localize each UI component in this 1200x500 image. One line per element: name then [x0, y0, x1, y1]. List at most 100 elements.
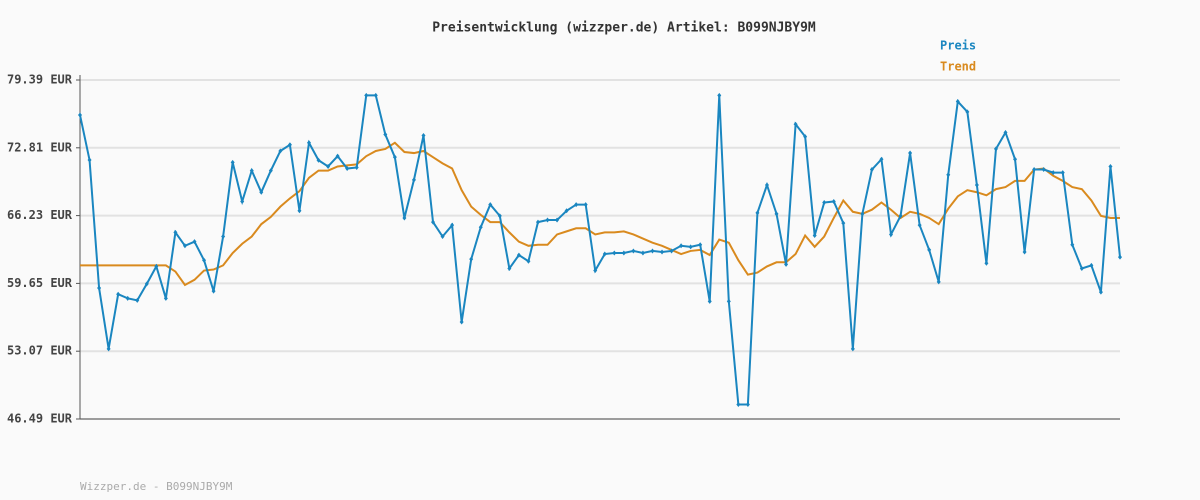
point-marker [936, 279, 941, 285]
point-marker [78, 112, 82, 118]
y-tick-label: 59.65 EUR [7, 276, 73, 290]
point-marker [574, 202, 579, 208]
point-marker [545, 217, 550, 223]
chart-title: Preisentwicklung (wizzper.de) Artikel: B… [432, 21, 816, 36]
point-marker [993, 146, 998, 152]
point-marker [764, 182, 769, 188]
point-marker [431, 219, 436, 225]
point-marker [650, 248, 655, 254]
series-line [79, 94, 1121, 406]
point-marker [669, 248, 674, 254]
point-marker [812, 232, 817, 238]
point-marker [163, 295, 168, 301]
point-marker [803, 134, 808, 140]
point-marker [974, 182, 979, 188]
point-marker [535, 219, 540, 225]
point-marker [736, 401, 741, 407]
point-marker [898, 213, 903, 219]
point-marker [278, 148, 283, 154]
point-marker [593, 268, 598, 274]
point-marker [755, 210, 760, 216]
point-marker [946, 172, 951, 178]
point-marker [1041, 167, 1046, 173]
point-marker [831, 198, 836, 204]
point-marker [144, 281, 149, 287]
point-marker [822, 200, 827, 206]
point-marker [602, 251, 607, 257]
series-line [80, 141, 1120, 287]
point-marker [621, 250, 626, 256]
point-marker [784, 261, 789, 267]
point-marker [955, 99, 960, 105]
point-marker [850, 346, 855, 352]
legend-entry: Preis [940, 39, 976, 53]
y-tick-label: 53.07 EUR [7, 344, 73, 358]
point-marker [1003, 129, 1008, 135]
point-marker [297, 208, 302, 214]
point-marker [908, 150, 913, 156]
point-marker [793, 121, 798, 127]
point-marker [345, 166, 350, 172]
point-marker [688, 244, 693, 250]
point-marker [125, 295, 130, 301]
point-marker [1089, 262, 1094, 268]
point-marker [116, 291, 121, 297]
point-marker [917, 222, 922, 228]
point-marker [364, 92, 369, 98]
point-marker [488, 202, 493, 208]
point-marker [679, 243, 684, 249]
point-marker [249, 168, 254, 174]
point-marker [392, 154, 397, 160]
point-marker [1032, 167, 1037, 173]
footer: Wizzper.de - B099NJBY9M [80, 480, 233, 493]
point-marker [268, 168, 273, 174]
point-marker [106, 346, 111, 352]
point-marker [221, 234, 226, 240]
point-marker [469, 256, 474, 262]
point-marker [230, 159, 235, 165]
point-marker [440, 234, 445, 240]
y-tick-label: 66.23 EUR [7, 208, 73, 222]
point-marker [774, 211, 779, 217]
point-marker [889, 231, 894, 237]
point-marker [497, 213, 502, 219]
point-marker [555, 217, 560, 223]
point-marker [860, 211, 865, 217]
point-marker [326, 163, 331, 169]
point-marker [564, 208, 569, 214]
point-marker [259, 189, 264, 195]
point-marker [507, 265, 512, 271]
point-marker [1079, 265, 1084, 271]
point-marker [745, 401, 750, 407]
point-marker [1098, 289, 1103, 295]
point-marker [478, 224, 483, 230]
point-marker [841, 220, 846, 226]
point-marker [421, 133, 426, 139]
point-marker [726, 298, 731, 304]
point-marker [660, 249, 665, 255]
point-marker [1070, 242, 1075, 248]
point-marker [306, 140, 311, 146]
point-marker [526, 258, 531, 264]
y-tick-label: 46.49 EUR [7, 412, 73, 426]
point-marker [450, 222, 455, 228]
legend-entry: Trend [940, 60, 976, 74]
point-marker [97, 285, 102, 291]
point-marker [202, 257, 207, 263]
point-marker [354, 164, 359, 170]
point-marker [373, 92, 378, 98]
point-marker [87, 157, 92, 163]
point-marker [182, 243, 187, 249]
point-marker [1022, 249, 1027, 255]
point-marker [640, 250, 645, 256]
point-marker [869, 167, 874, 173]
point-marker [927, 247, 932, 253]
point-marker [287, 142, 292, 148]
point-marker [717, 92, 722, 98]
point-marker [154, 263, 159, 269]
point-marker [135, 297, 140, 303]
point-marker [383, 132, 388, 138]
point-marker [1013, 156, 1018, 162]
point-marker [698, 242, 703, 248]
